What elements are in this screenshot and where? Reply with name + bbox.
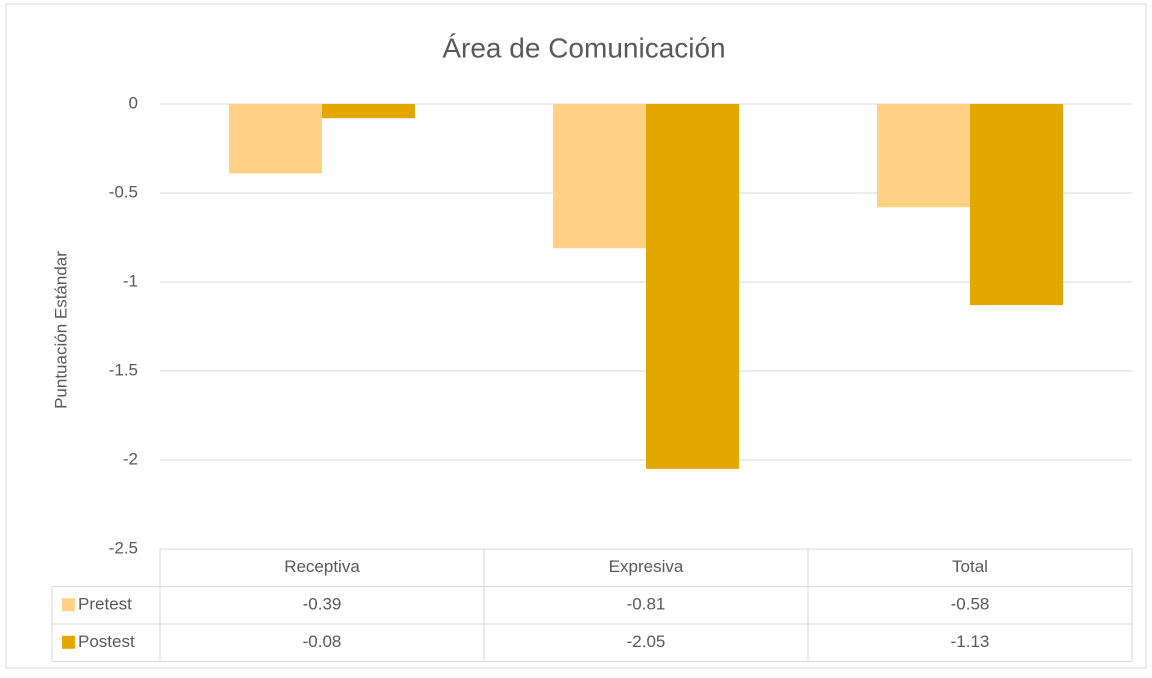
table-value: -2.05 — [627, 632, 666, 651]
legend-key — [62, 635, 75, 649]
table-value: -0.58 — [951, 595, 990, 614]
table-value: -1.13 — [951, 632, 990, 651]
bar — [877, 104, 970, 208]
bar — [970, 104, 1063, 306]
table-value: -0.08 — [303, 632, 342, 651]
y-tick-label: -1.5 — [109, 360, 138, 379]
y-axis-label: Puntuación Estándar — [51, 251, 70, 409]
bar — [322, 104, 415, 119]
y-tick-label: -0.5 — [109, 182, 138, 201]
x-tick-label: Total — [952, 557, 988, 576]
bar — [229, 104, 322, 174]
x-tick-label: Expresiva — [609, 557, 684, 576]
y-tick-label: -2.5 — [109, 538, 138, 557]
chart-title: Área de Comunicación — [442, 32, 725, 63]
legend-label: Postest — [78, 632, 135, 651]
legend-key — [62, 598, 75, 612]
bar — [553, 104, 646, 249]
y-tick-label: 0 — [129, 93, 138, 112]
bar — [646, 104, 739, 469]
y-tick-label: -1 — [123, 271, 138, 290]
y-tick-label: -2 — [123, 449, 138, 468]
x-tick-label: Receptiva — [284, 557, 360, 576]
legend-label: Pretest — [78, 595, 132, 614]
table-value: -0.39 — [303, 595, 342, 614]
table-value: -0.81 — [627, 595, 666, 614]
